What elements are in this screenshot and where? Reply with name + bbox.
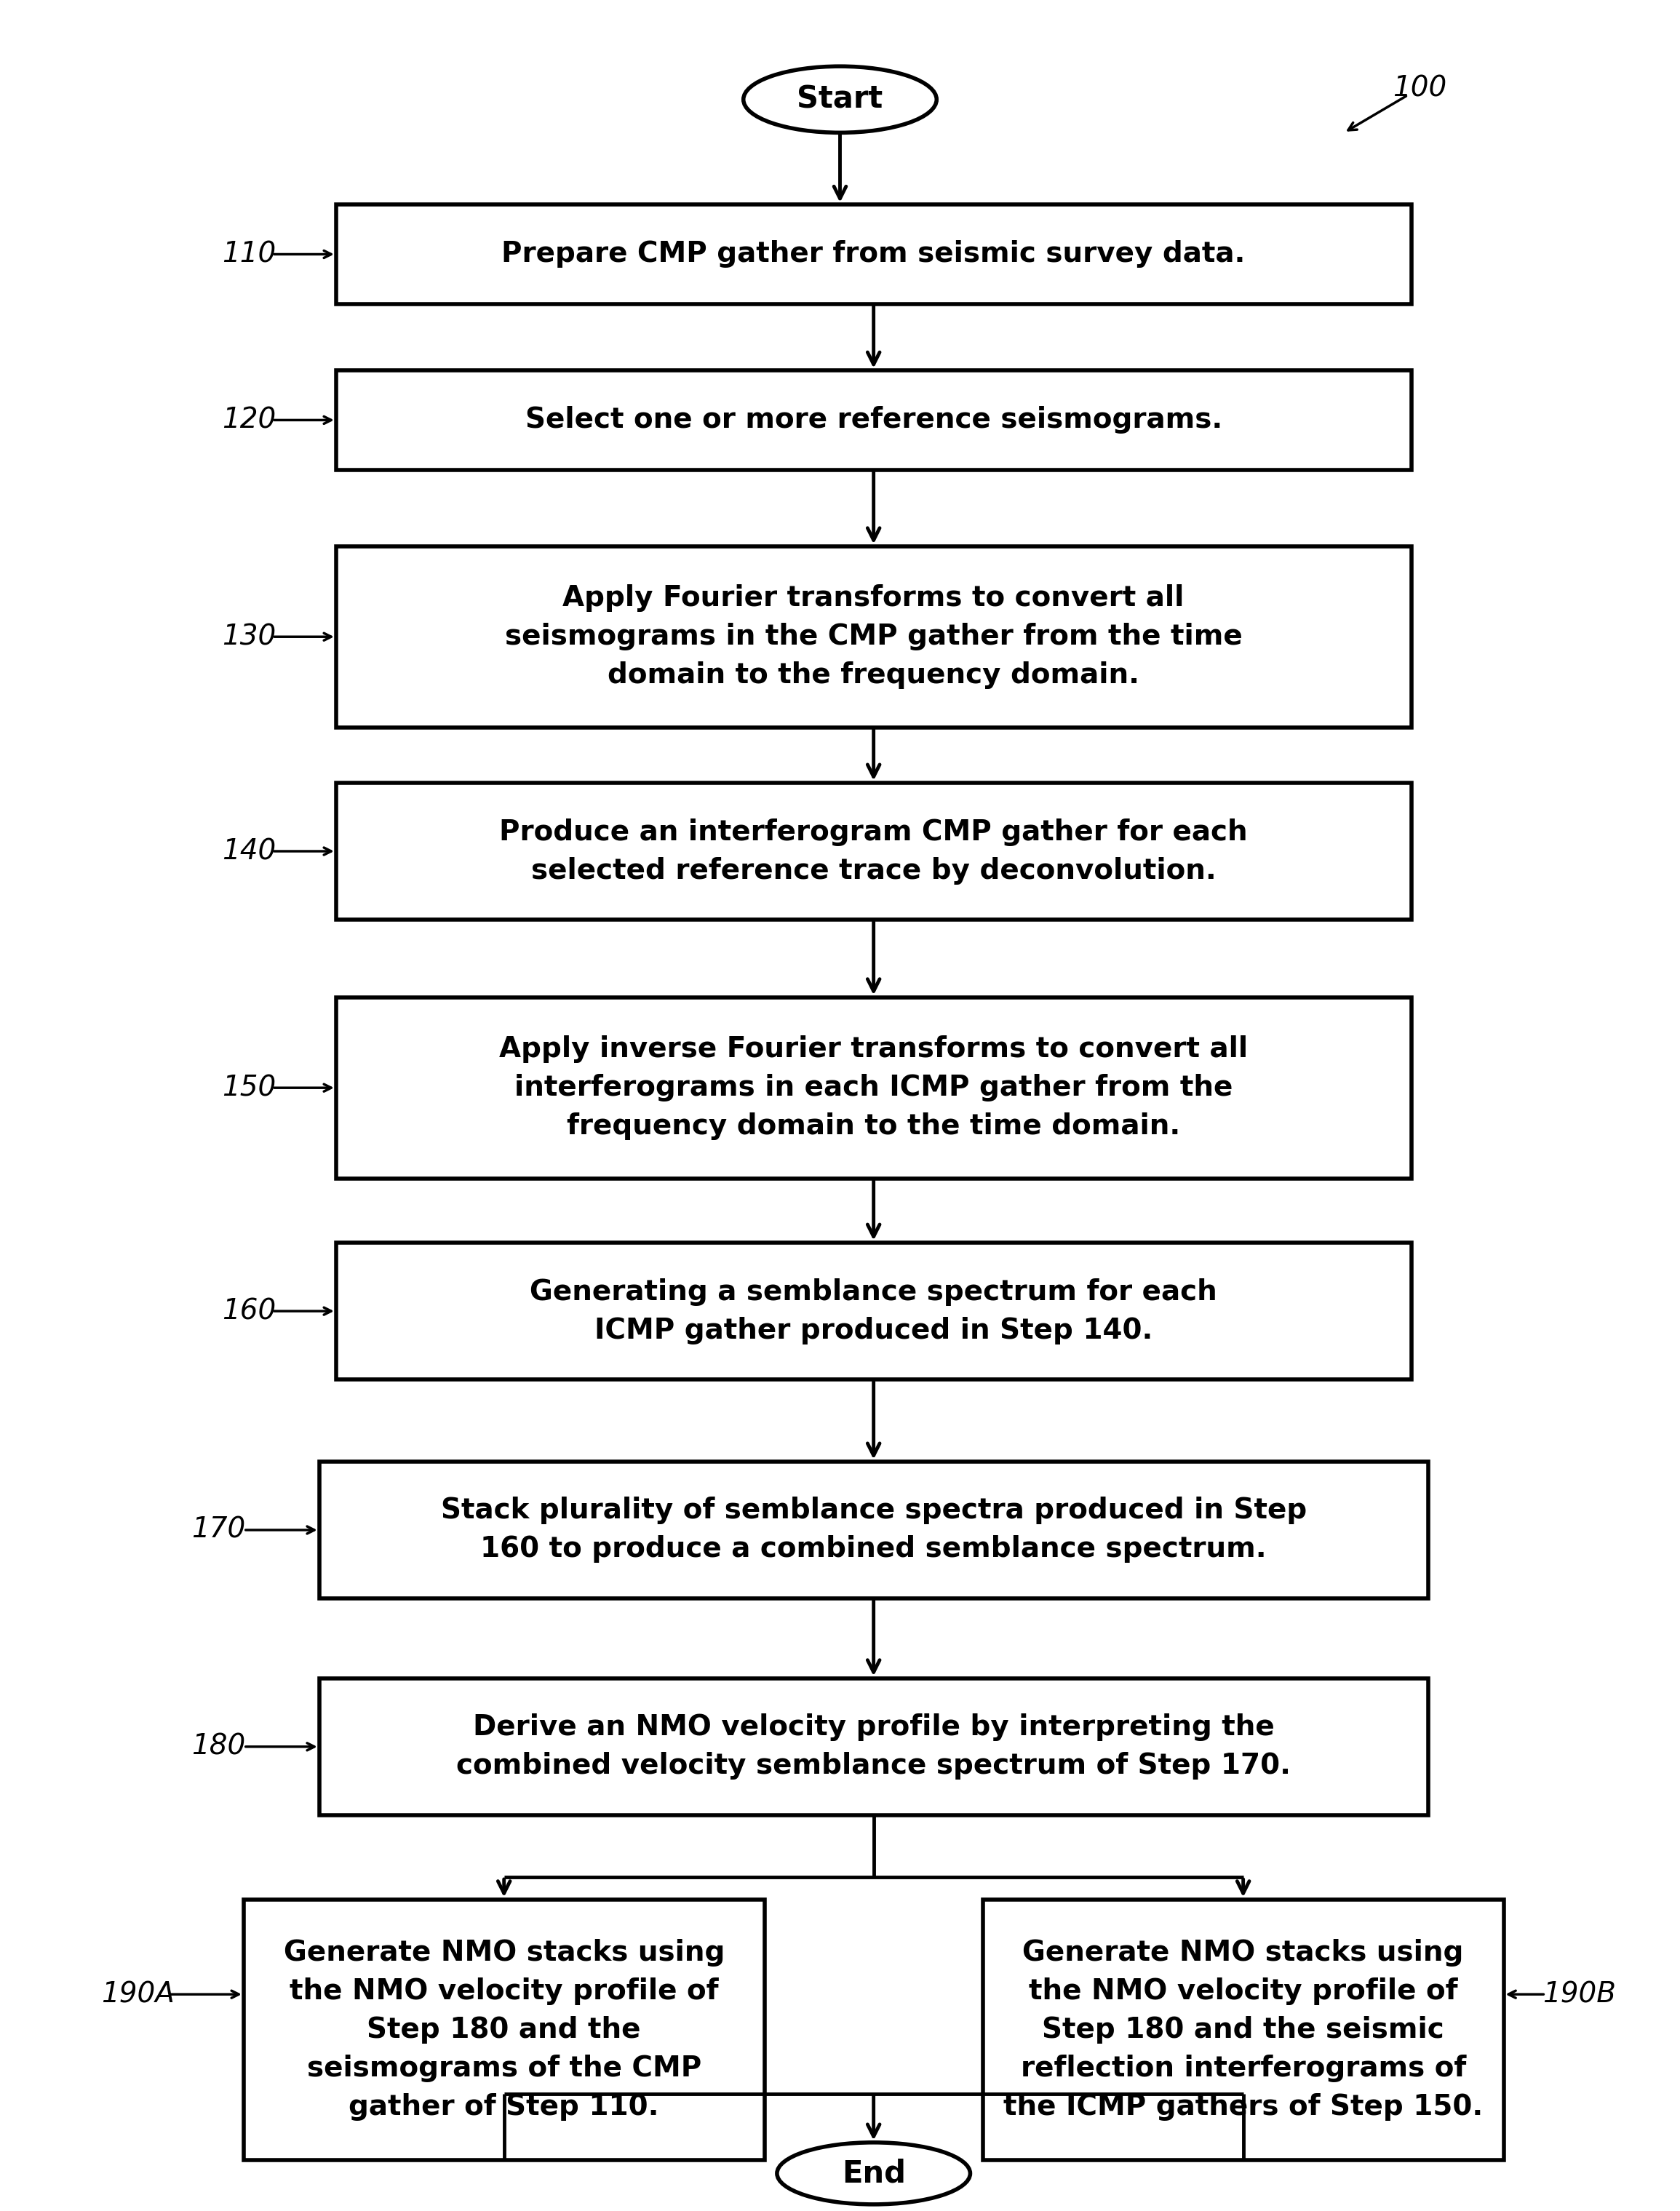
- FancyBboxPatch shape: [336, 203, 1411, 303]
- FancyBboxPatch shape: [336, 1243, 1411, 1380]
- Text: 170: 170: [192, 1517, 245, 1543]
- Text: Generate NMO stacks using
the NMO velocity profile of
Step 180 and the
seismogra: Generate NMO stacks using the NMO veloci…: [284, 1939, 724, 2120]
- FancyBboxPatch shape: [336, 997, 1411, 1178]
- Ellipse shape: [743, 66, 937, 133]
- Text: 130: 130: [222, 624, 276, 650]
- Text: Derive an NMO velocity profile by interpreting the
combined velocity semblance s: Derive an NMO velocity profile by interp…: [457, 1714, 1290, 1780]
- Text: 150: 150: [222, 1075, 276, 1101]
- Text: Start: Start: [796, 84, 884, 115]
- FancyBboxPatch shape: [336, 546, 1411, 727]
- FancyBboxPatch shape: [336, 369, 1411, 471]
- Text: 180: 180: [192, 1733, 245, 1760]
- Text: Apply inverse Fourier transforms to convert all
interferograms in each ICMP gath: Apply inverse Fourier transforms to conv…: [499, 1035, 1248, 1141]
- Text: 140: 140: [222, 838, 276, 865]
- FancyBboxPatch shape: [336, 783, 1411, 920]
- Text: 190B: 190B: [1542, 1981, 1616, 2008]
- Text: Produce an interferogram CMP gather for each
selected reference trace by deconvo: Produce an interferogram CMP gather for …: [499, 818, 1248, 884]
- Text: 110: 110: [222, 241, 276, 268]
- Text: Generating a semblance spectrum for each
ICMP gather produced in Step 140.: Generating a semblance spectrum for each…: [529, 1278, 1218, 1344]
- Text: Stack plurality of semblance spectra produced in Step
160 to produce a combined : Stack plurality of semblance spectra pro…: [440, 1497, 1307, 1563]
- FancyBboxPatch shape: [244, 1899, 764, 2160]
- Text: End: End: [842, 2158, 906, 2189]
- Text: 190A: 190A: [101, 1981, 175, 2008]
- Text: Select one or more reference seismograms.: Select one or more reference seismograms…: [524, 407, 1223, 433]
- Text: 160: 160: [222, 1298, 276, 1324]
- FancyBboxPatch shape: [983, 1899, 1504, 2160]
- Text: Prepare CMP gather from seismic survey data.: Prepare CMP gather from seismic survey d…: [502, 241, 1245, 268]
- Text: 120: 120: [222, 407, 276, 433]
- Ellipse shape: [776, 2142, 971, 2204]
- FancyBboxPatch shape: [319, 1461, 1428, 1599]
- Text: Generate NMO stacks using
the NMO velocity profile of
Step 180 and the seismic
r: Generate NMO stacks using the NMO veloci…: [1003, 1939, 1483, 2120]
- Text: Apply Fourier transforms to convert all
seismograms in the CMP gather from the t: Apply Fourier transforms to convert all …: [504, 584, 1243, 690]
- Text: 100: 100: [1393, 75, 1446, 102]
- FancyBboxPatch shape: [319, 1678, 1428, 1815]
